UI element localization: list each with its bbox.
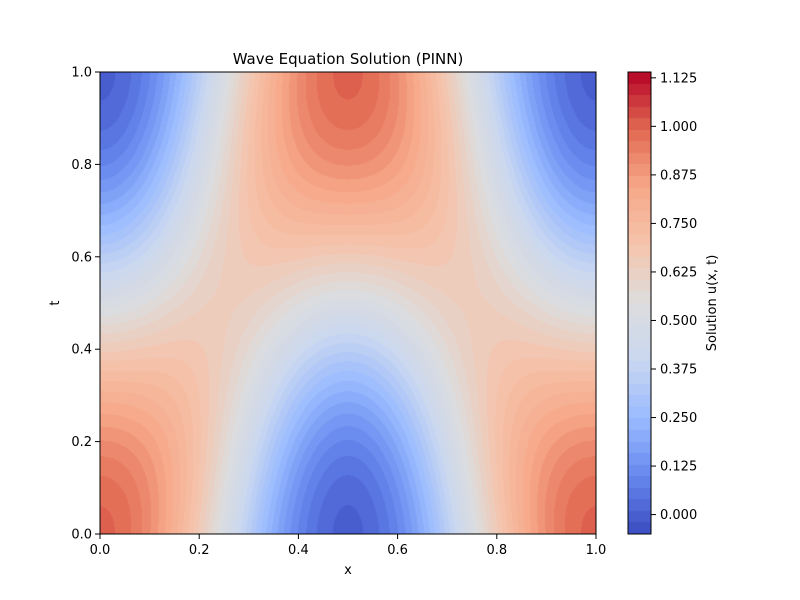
colorbar-tick-label: 0.375 — [660, 363, 697, 378]
y-tick-label: 0.8 — [71, 158, 92, 173]
colorbar-tick-label: 1.125 — [660, 71, 697, 86]
chart-title: Wave Equation Solution (PINN) — [233, 50, 464, 68]
y-tick-label: 1.0 — [71, 66, 92, 81]
x-tick-label: 0.6 — [387, 543, 408, 558]
colorbar-ticks: 0.000 0.125 0.250 0.375 0.500 0.625 0.750 0.875… — [651, 71, 697, 523]
colorbar-gradient — [628, 72, 651, 534]
x-tick-label: 0.8 — [486, 543, 507, 558]
colorbar-tick-label: 1.000 — [660, 120, 697, 135]
colorbar-tick-label: 0.625 — [660, 265, 697, 280]
x-tick-label: 1.0 — [586, 543, 607, 558]
x-tick-label: 0.0 — [90, 543, 111, 558]
y-axis-label: t — [48, 300, 63, 305]
colorbar-label: Solution u(x, t) — [705, 255, 720, 352]
y-tick-label: 0.4 — [71, 343, 92, 358]
colorbar-tick-label: 0.875 — [660, 168, 697, 183]
colorbar — [627, 71, 652, 535]
heatmap-field — [100, 72, 596, 534]
plot-area — [99, 71, 597, 535]
y-axis-ticks: 0.0 0.2 0.4 0.6 0.8 1.0 — [71, 66, 100, 543]
plot-frame — [99, 71, 597, 535]
y-tick-label: 0.6 — [71, 250, 92, 265]
colorbar-tick-label: 0.500 — [660, 314, 697, 329]
y-tick-label: 0.0 — [71, 528, 92, 543]
colorbar-frame — [627, 71, 652, 535]
x-tick-label: 0.2 — [189, 543, 210, 558]
x-axis-ticks: 0.0 0.2 0.4 0.6 0.8 1.0 — [90, 534, 607, 558]
colorbar-tick-label: 0.000 — [660, 508, 697, 523]
colorbar-tick-label: 0.250 — [660, 411, 697, 426]
x-axis-label: x — [344, 563, 352, 578]
colorbar-tick-label: 0.750 — [660, 217, 697, 232]
colorbar-tick-label: 0.125 — [660, 460, 697, 475]
x-tick-label: 0.4 — [288, 543, 309, 558]
y-tick-label: 0.2 — [71, 435, 92, 450]
